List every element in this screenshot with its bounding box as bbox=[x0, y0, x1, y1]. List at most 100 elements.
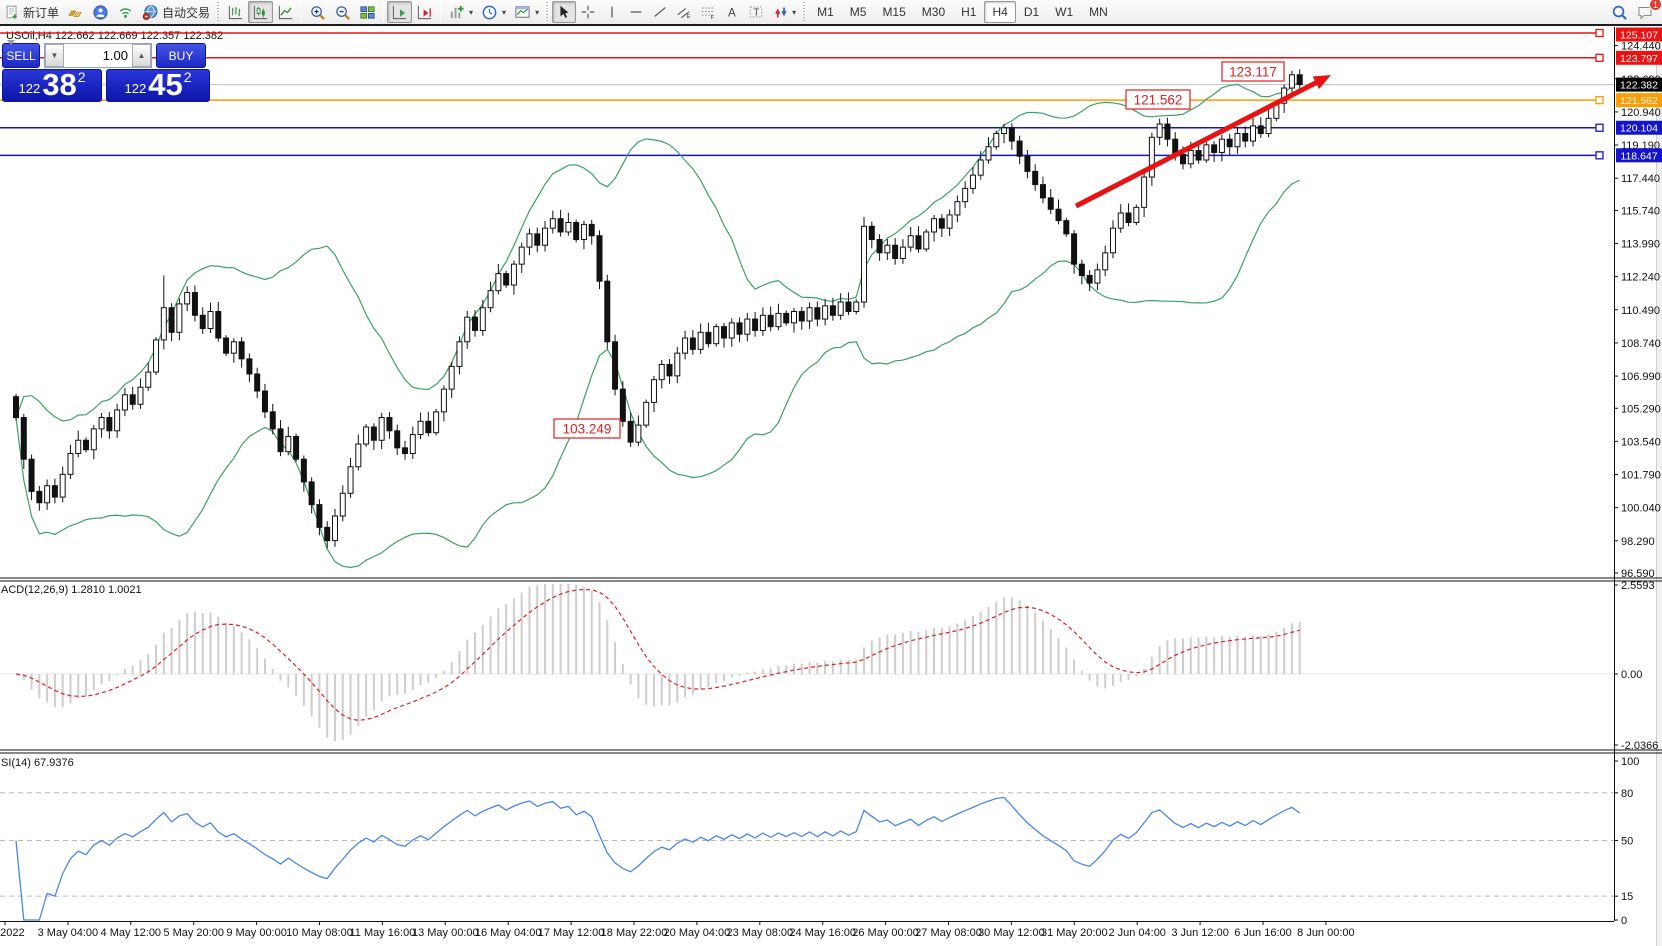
sell-button[interactable]: SELL bbox=[2, 43, 40, 68]
chart-title: USOil,H4 122.662 122.669 122.357 122.382 bbox=[6, 30, 224, 42]
clock-icon bbox=[481, 4, 498, 21]
bar-chart-button[interactable] bbox=[223, 1, 248, 23]
sell-price-button[interactable]: 122 38 2 bbox=[2, 69, 102, 102]
signals-button[interactable] bbox=[113, 1, 138, 23]
search-icon bbox=[1611, 4, 1628, 21]
search-button[interactable] bbox=[1607, 1, 1632, 23]
horizontal-line-button[interactable] bbox=[624, 1, 648, 23]
zoom-out-button[interactable] bbox=[330, 1, 355, 23]
svg-text:0: 0 bbox=[1621, 915, 1627, 927]
sell-price-sup: 2 bbox=[77, 69, 86, 85]
volume-stepper: ▼ ▲ bbox=[44, 43, 152, 68]
sell-price-prefix: 122 bbox=[18, 81, 41, 96]
text-label-button[interactable]: T bbox=[744, 1, 768, 23]
candlestick-chart-button[interactable] bbox=[248, 1, 274, 23]
timeframe-button-m30[interactable]: M30 bbox=[921, 5, 946, 19]
arrows-button[interactable]: ▾ bbox=[768, 1, 800, 23]
signals-icon bbox=[117, 4, 134, 21]
svg-text:-2.0366: -2.0366 bbox=[1621, 740, 1658, 752]
buy-price-prefix: 122 bbox=[124, 81, 147, 96]
indicators-icon bbox=[448, 4, 465, 21]
svg-text:108.740: 108.740 bbox=[1621, 338, 1661, 350]
dropdown-caret-icon: ▾ bbox=[469, 7, 474, 17]
toolbar-separator bbox=[301, 2, 303, 22]
svg-text:121.562: 121.562 bbox=[1134, 93, 1183, 108]
panel-collapse-icon[interactable] bbox=[7, 40, 15, 45]
svg-text:11 May 16:00: 11 May 16:00 bbox=[349, 927, 415, 939]
svg-text:103.249: 103.249 bbox=[563, 422, 612, 437]
sell-price-big: 38 bbox=[42, 67, 77, 102]
templates-button[interactable]: ▾ bbox=[510, 1, 543, 23]
timeframe-button-d1[interactable]: D1 bbox=[1023, 5, 1040, 19]
toolbar-separator bbox=[440, 2, 442, 22]
vertical-line-button[interactable] bbox=[600, 1, 624, 23]
svg-text:106.990: 106.990 bbox=[1621, 371, 1661, 383]
svg-text:121.562: 121.562 bbox=[1620, 95, 1658, 107]
toolbar-separator bbox=[383, 2, 385, 22]
timeframe-button-m1[interactable]: M1 bbox=[817, 5, 834, 19]
timeframe-button-w1[interactable]: W1 bbox=[1055, 5, 1074, 19]
volume-increase-button[interactable]: ▲ bbox=[132, 44, 151, 67]
svg-text:124.440: 124.440 bbox=[1621, 41, 1661, 53]
horizontal-line-icon bbox=[628, 4, 644, 20]
svg-text:15: 15 bbox=[1621, 891, 1633, 903]
autotrading-icon bbox=[142, 4, 159, 21]
timeframe-button-m5[interactable]: M5 bbox=[849, 5, 867, 19]
autotrading-button[interactable]: 自动交易 bbox=[138, 1, 214, 23]
svg-text:A: A bbox=[728, 7, 736, 19]
trendline-button[interactable] bbox=[648, 1, 672, 23]
cursor-button[interactable] bbox=[552, 1, 577, 23]
fibonacci-icon: F bbox=[700, 4, 716, 20]
svg-text:112.240: 112.240 bbox=[1621, 272, 1660, 284]
timeframe-button-m15[interactable]: M15 bbox=[882, 5, 906, 19]
community-button[interactable] bbox=[88, 1, 113, 23]
tile-windows-button[interactable] bbox=[355, 1, 380, 23]
svg-text:122.690: 122.690 bbox=[1621, 74, 1661, 86]
svg-text:16 May 04:00: 16 May 04:00 bbox=[475, 927, 542, 939]
svg-text:123.117: 123.117 bbox=[1229, 65, 1277, 80]
zoom-in-button[interactable] bbox=[305, 1, 330, 23]
svg-text:5 May 20:00: 5 May 20:00 bbox=[163, 927, 224, 939]
candlestick-chart-icon bbox=[252, 4, 269, 21]
volume-input[interactable] bbox=[64, 44, 132, 67]
line-chart-button[interactable] bbox=[273, 1, 298, 23]
macd-indicator-label: ACD(12,26,9) 1.2810 1.0021 bbox=[1, 584, 142, 596]
auto-scroll-button[interactable] bbox=[387, 1, 413, 23]
chat-button[interactable]: 1 bbox=[1632, 0, 1662, 23]
gold-ingot-button[interactable] bbox=[63, 1, 88, 23]
window-edge-strip bbox=[1656, 27, 1662, 946]
community-icon bbox=[92, 4, 109, 21]
timeframe-button-h1[interactable]: H1 bbox=[961, 5, 977, 19]
buy-button[interactable]: BUY bbox=[156, 43, 206, 68]
timeframe-button-mn[interactable]: MN bbox=[1089, 5, 1108, 19]
fibonacci-button[interactable]: F bbox=[696, 1, 720, 23]
svg-text:80: 80 bbox=[1621, 788, 1633, 800]
svg-text:113.990: 113.990 bbox=[1621, 239, 1660, 251]
volume-decrease-button[interactable]: ▼ bbox=[45, 44, 64, 67]
text-button[interactable]: A bbox=[720, 1, 744, 23]
svg-text:13 May 00:00: 13 May 00:00 bbox=[412, 927, 479, 939]
equidistant-channel-button[interactable]: E bbox=[672, 1, 696, 23]
trendline-icon bbox=[652, 4, 668, 20]
svg-text:2 Jun 04:00: 2 Jun 04:00 bbox=[1108, 927, 1166, 939]
svg-text:120.104: 120.104 bbox=[1620, 123, 1658, 135]
timeframe-group: M1 M5 M15 M30 H1 H4 D1 W1 MN bbox=[809, 1, 1116, 23]
trade-panel-prices: 122 38 2 122 45 2 bbox=[2, 69, 210, 102]
buy-price-button[interactable]: 122 45 2 bbox=[106, 69, 210, 102]
chart-shift-button[interactable] bbox=[412, 1, 437, 23]
timeframe-button-h4[interactable]: H4 bbox=[984, 1, 1016, 23]
new-order-button[interactable]: 新订单 bbox=[0, 1, 63, 23]
crosshair-button[interactable] bbox=[576, 1, 600, 23]
svg-text:4 May 12:00: 4 May 12:00 bbox=[101, 927, 162, 939]
vertical-line-icon bbox=[604, 4, 620, 20]
tile-windows-icon bbox=[359, 4, 376, 21]
line-chart-icon bbox=[277, 4, 294, 21]
svg-text:10 May 08:00: 10 May 08:00 bbox=[286, 927, 353, 939]
indicators-button[interactable]: ▾ bbox=[444, 1, 477, 23]
periods-button[interactable]: ▾ bbox=[477, 1, 510, 23]
svg-text:6 Jun 16:00: 6 Jun 16:00 bbox=[1234, 927, 1292, 939]
main-toolbar: 新订单 自动交易 ▾ ▾ ▾ E F A T ▾ bbox=[0, 0, 1662, 26]
text-label-icon: T bbox=[748, 4, 764, 20]
